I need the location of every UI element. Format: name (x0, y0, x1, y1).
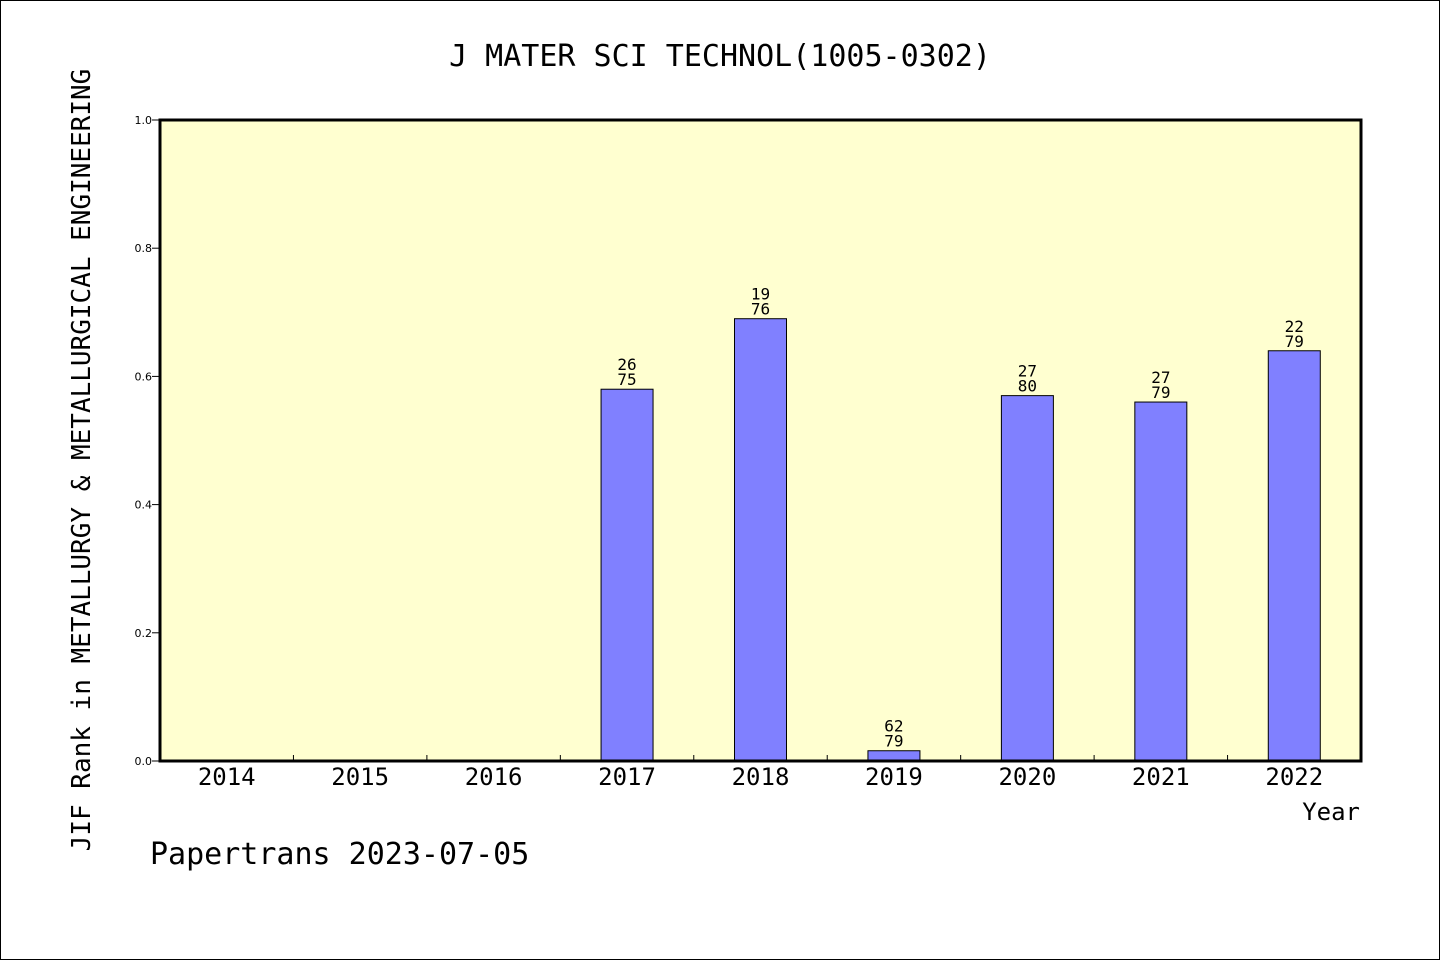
footer-text: Papertrans 2023-07-05 (150, 837, 529, 872)
y-tick-label: 0.8 (135, 242, 153, 255)
bar-label-rank: 62 (884, 717, 903, 736)
bar-label-rank: 27 (1151, 368, 1170, 387)
bar-2017 (600, 388, 654, 762)
x-tick-label: 2020 (998, 763, 1056, 791)
y-ticks: 0.0 0.2 0.4 0.6 0.8 1.0 (135, 114, 160, 768)
x-tick-label: 2017 (598, 763, 656, 791)
bar-label-total: 75 (617, 370, 636, 389)
x-tick-label: 2016 (465, 763, 523, 791)
bar-label-total: 79 (1151, 383, 1170, 402)
chart-title: J MATER SCI TECHNOL(1005-0302) (449, 39, 991, 74)
bar-label-total: 76 (751, 300, 770, 319)
x-tick-label: 2019 (865, 763, 923, 791)
x-ticks: 2014 2015 2016 2017 2018 2019 2020 2021 2022 (198, 755, 1323, 791)
x-tick-label: 2022 (1265, 763, 1323, 791)
bar-label-total: 80 (1018, 377, 1037, 396)
bar-2021 (1134, 401, 1188, 762)
y-tick-label: 0.0 (135, 755, 153, 768)
x-tick-label: 2014 (198, 763, 256, 791)
y-tick-label: 0.6 (135, 370, 153, 383)
bar-label-total: 79 (884, 732, 903, 751)
bar-label-rank: 19 (751, 285, 770, 304)
x-tick-label: 2018 (732, 763, 790, 791)
y-tick-label: 0.4 (135, 499, 153, 512)
x-tick-label: 2021 (1132, 763, 1190, 791)
bar-2018 (734, 318, 787, 762)
bar-2022 (1267, 350, 1321, 762)
bar-2020 (1000, 395, 1054, 762)
bar-label-rank: 27 (1018, 362, 1037, 381)
y-axis-label: JIF Rank in METALLURGY & METALLURGICAL E… (67, 69, 97, 852)
y-tick-label: 1.0 (135, 114, 153, 127)
y-tick-label: 0.2 (135, 627, 153, 640)
bar-2019 (867, 750, 921, 762)
x-axis-label: Year (1302, 798, 1360, 826)
x-tick-label: 2015 (331, 763, 389, 791)
bar-label-rank: 22 (1285, 317, 1304, 336)
bar-label-total: 79 (1285, 332, 1304, 351)
plot-border (158, 118, 1363, 763)
bar-label-rank: 26 (617, 355, 636, 374)
